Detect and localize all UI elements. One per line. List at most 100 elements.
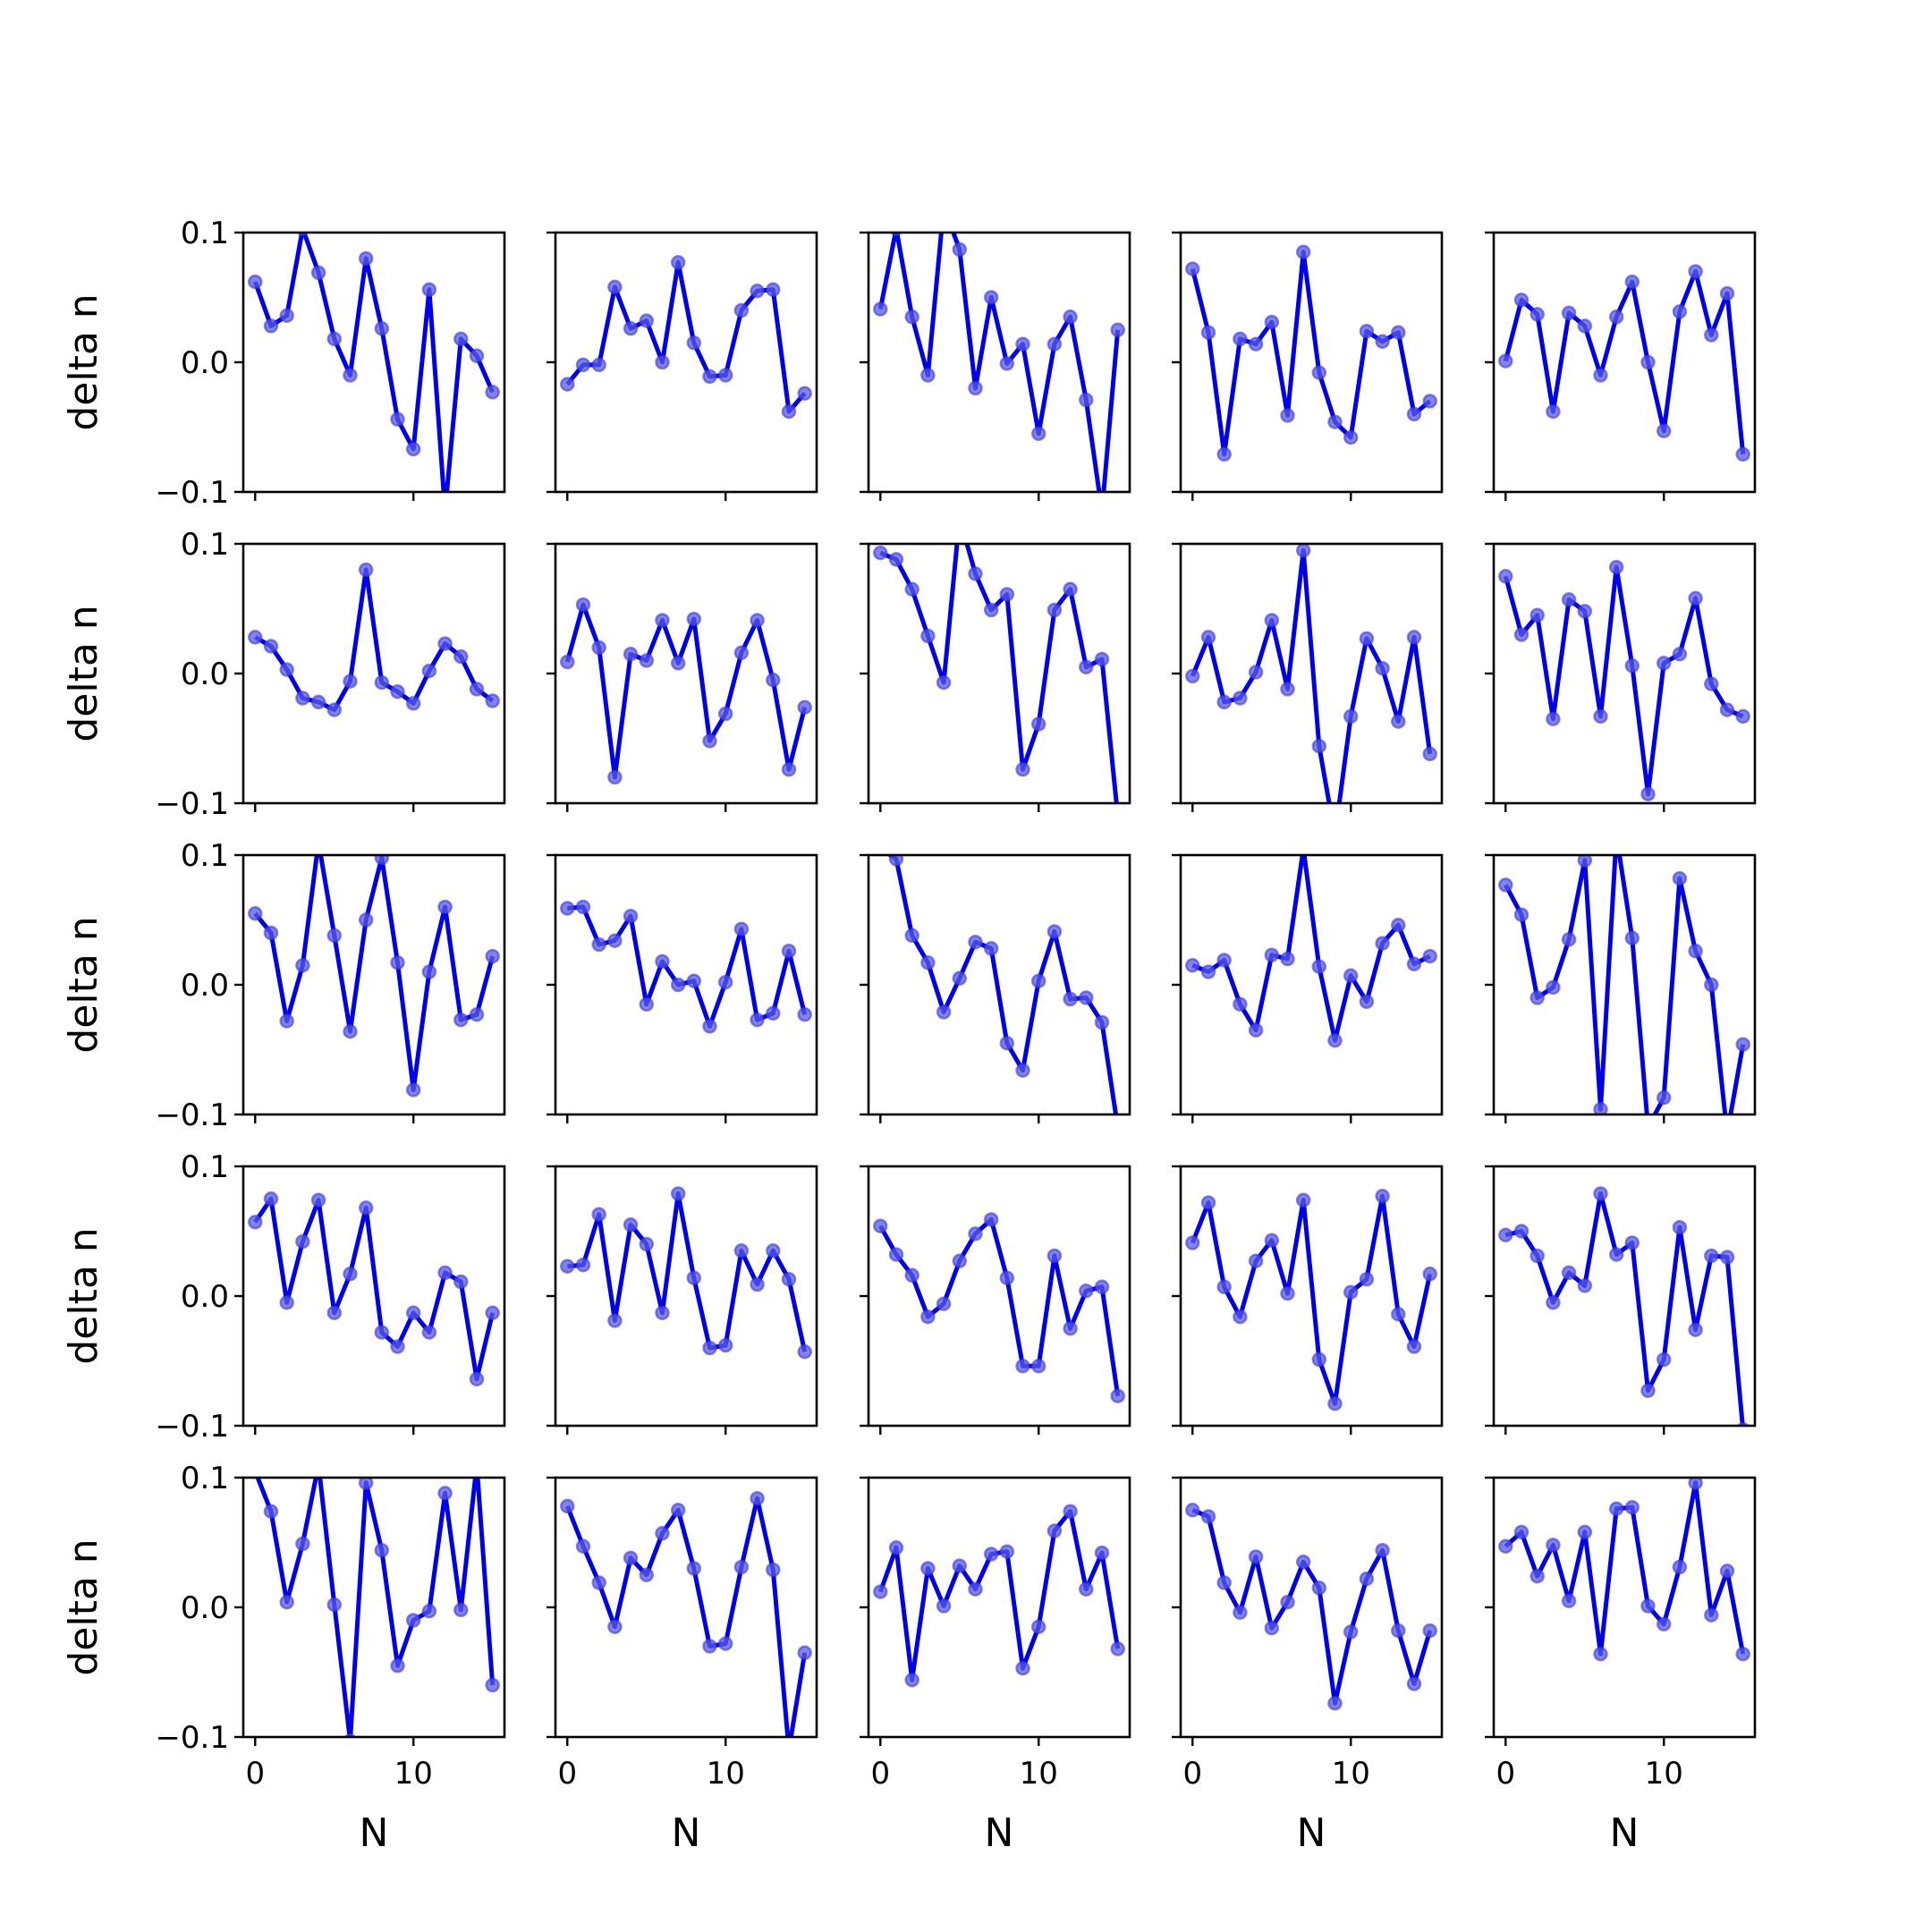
data-point [1094,1279,1110,1295]
series-group [560,1490,812,1737]
data-point [248,1215,263,1230]
data-point [655,613,670,628]
data-point [1391,1307,1406,1322]
y-axis-label: delta n [61,605,106,741]
data-point [999,587,1015,602]
subplot-1-2 [547,231,818,501]
y-axis-label: delta n [61,293,106,430]
data-point [405,696,421,711]
series-line [886,855,1119,1114]
data-point [1640,1598,1656,1614]
data-point [1264,1233,1280,1248]
data-point [1094,1014,1110,1030]
data-point [1359,323,1375,339]
subplot-1-5 [1485,231,1757,501]
data-point [797,699,812,715]
data-point [1656,1352,1672,1368]
series-line [252,233,495,492]
x-tick-label: 10 [707,1756,745,1792]
data-point [310,265,326,281]
data-point [1343,1624,1359,1640]
data-point [702,1019,717,1034]
data-point [1561,932,1577,947]
series-group [1185,855,1437,1048]
data-point [1391,714,1406,729]
data-point [1688,1322,1703,1337]
subplot-4-5 [1485,1165,1757,1435]
data-point [1624,274,1640,290]
data-point [999,356,1015,371]
series-group [1498,264,1750,462]
data-point [607,279,623,295]
data-point [1672,647,1688,662]
data-point [1688,590,1703,606]
data-point [1200,1195,1216,1210]
data-point [1406,630,1422,645]
data-point [1096,505,1108,518]
data-point [1530,1568,1545,1584]
series-line [877,1509,1121,1682]
data-point [295,958,310,973]
data-point [1063,991,1078,1007]
data-point [591,357,606,373]
x-axis-label: N [985,1810,1014,1856]
subplot-2-4 [1172,542,1444,812]
data-point [1030,1359,1046,1374]
subplot-2-1: −0.1 0.0 0.1 delta n [61,527,506,822]
data-point [686,335,702,351]
data-point [904,581,919,597]
data-point [655,1526,670,1541]
data-point [1719,702,1735,717]
subplot-3-2 [547,853,818,1123]
data-point [1343,1284,1359,1300]
data-point [1015,1063,1030,1078]
series-line [1503,269,1746,455]
data-point [1063,309,1078,325]
data-point [1046,1248,1063,1264]
data-point [1719,1563,1735,1579]
series-group [873,544,1119,803]
series-group [1498,1186,1750,1426]
data-point [797,1645,812,1661]
data-point [952,1253,968,1269]
series-group [1185,1503,1437,1711]
data-point [485,1305,500,1321]
data-point [1672,304,1688,319]
data-point [623,908,639,924]
data-point [374,1325,390,1340]
data-point [1640,786,1656,802]
data-point [936,674,952,691]
data-point [888,1540,904,1555]
data-point [1513,1524,1530,1540]
data-point [750,1276,765,1292]
data-point [1561,1593,1577,1609]
data-point [1561,305,1577,321]
data-point [390,955,405,970]
subplot-5-5: 0 10N [1485,1476,1757,1856]
data-point [1295,544,1311,558]
data-point [1593,368,1608,383]
data-point [968,566,983,581]
data-point [1546,711,1561,727]
data-point [1704,327,1719,343]
data-point [1216,446,1232,462]
data-point [937,200,950,213]
data-point [873,545,888,561]
data-point [310,1192,326,1208]
subplot-grid: −0.1 0.0 0.1 delta n −0.1 0.0 0.1 delta n −0.1 0.… [61,200,1757,1856]
subplot-4-1: −0.1 0.0 0.1 delta n [61,1149,506,1445]
data-point [1216,694,1232,710]
data-point [733,645,750,661]
data-point [390,1339,405,1354]
series-group [560,597,812,785]
y-axis-label: delta n [61,1538,106,1675]
data-point [702,1639,717,1654]
data-point [623,1217,639,1233]
series-line [1504,855,1746,1114]
series-group [1498,1478,1750,1662]
series-line [1191,855,1431,1043]
data-point [1030,1619,1046,1635]
subplot-5-2: 0 10N [547,1476,818,1856]
data-point [1593,1186,1608,1201]
y-tick-label: 0.0 [181,345,229,381]
